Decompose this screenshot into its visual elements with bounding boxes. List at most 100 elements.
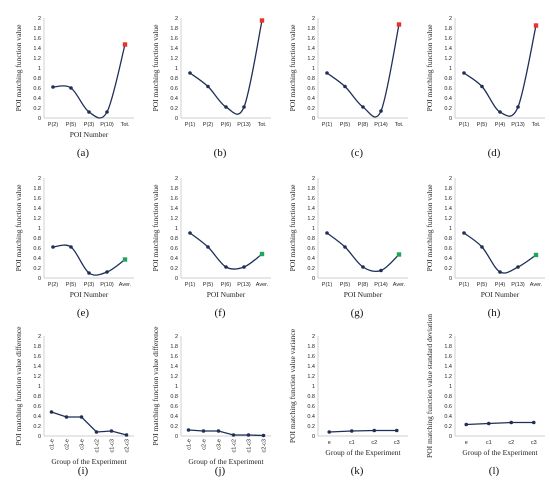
- panel-label: (f): [215, 307, 226, 319]
- x-tick-label: P(1): [322, 282, 333, 288]
- chart-panel: 0 0.2 0.4 0.6 0.8 1 1.2 1.4 1.6 1.8 2 POI matching …: [151, 326, 271, 477]
- y-tick-label: 1.8: [33, 26, 41, 32]
- data-point: [372, 428, 377, 433]
- y-axis-title: POI matching function value: [425, 184, 434, 272]
- y-tick-label: 0.2: [307, 106, 315, 112]
- y-tick-label: 2: [312, 334, 315, 340]
- data-point: [224, 105, 228, 109]
- y-tick-label: 1.6: [444, 36, 452, 42]
- y-tick-label: 1: [175, 384, 178, 390]
- y-tick-label: 1.4: [444, 206, 452, 212]
- y-tick-label: 1.6: [170, 36, 178, 42]
- data-point: [531, 420, 536, 425]
- chart-panel: 0 0.2 0.4 0.6 0.8 1 1.2 1.4 1.6 1.8 2 POI matching …: [288, 16, 408, 159]
- y-tick-label: 0.2: [33, 424, 41, 430]
- data-point: [109, 429, 114, 433]
- series-line: [463, 232, 537, 274]
- y-tick-label: 0.8: [307, 236, 315, 242]
- highlight-point: [259, 251, 265, 257]
- series-line: [326, 24, 400, 118]
- highlight-point: [122, 257, 128, 262]
- y-tick-label: 0.4: [307, 96, 315, 102]
- data-point: [516, 105, 520, 109]
- y-tick-label: 2: [175, 334, 178, 340]
- series-line: [51, 411, 127, 436]
- y-tick-label: 1.2: [170, 56, 178, 62]
- y-tick-label: 0.2: [444, 424, 452, 430]
- y-tick-label: 1.2: [170, 374, 178, 380]
- data-point: [516, 265, 520, 269]
- y-tick-label: 1.6: [307, 354, 315, 360]
- x-tick-label: c3: [531, 440, 537, 446]
- y-tick-label: 1.6: [307, 196, 315, 202]
- y-tick-label: 1.2: [307, 374, 315, 380]
- data-point: [498, 270, 502, 274]
- chart-panel: 0 0.2 0.4 0.6 0.8 1 1.2 1.4 1.6 1.8 2 POI matching …: [425, 314, 545, 477]
- x-tick-label: P(13): [237, 122, 251, 128]
- y-tick-label: 1.6: [444, 196, 452, 202]
- data-point: [216, 429, 221, 433]
- data-point: [462, 231, 466, 235]
- highlight-point: [122, 42, 128, 47]
- data-point: [325, 231, 329, 235]
- data-point: [343, 84, 347, 89]
- x-tick-label: c3-e: [217, 439, 223, 450]
- y-tick-label: 1.4: [307, 206, 315, 212]
- panel-label: (g): [351, 307, 364, 319]
- y-tick-label: 0.6: [170, 246, 178, 252]
- panel-label: (h): [488, 307, 501, 319]
- y-tick-label: 2: [312, 16, 315, 22]
- panel-label: (c): [351, 147, 364, 159]
- y-tick-label: 0.4: [170, 96, 178, 102]
- data-point: [509, 420, 514, 425]
- y-tick-label: 1.6: [307, 36, 315, 42]
- x-tick-label: P(3): [84, 122, 95, 128]
- x-tick-label: Tot.: [532, 122, 541, 128]
- x-tick-label: P(13): [511, 122, 525, 128]
- x-axis-title: Group of the Experiment: [188, 457, 264, 466]
- y-tick-label: 0.6: [444, 404, 452, 410]
- y-tick-label: 0.8: [444, 76, 452, 82]
- x-tick-label: P(13): [237, 282, 251, 288]
- data-point: [464, 422, 469, 427]
- chart-panel: 0 0.2 0.4 0.6 0.8 1 1.2 1.4 1.6 1.8 2 POI matching …: [14, 176, 134, 319]
- x-axis-title: POI Number: [481, 290, 520, 299]
- data-point: [480, 245, 484, 249]
- y-tick-label: 2: [449, 334, 452, 340]
- y-tick-label: 0.8: [170, 76, 178, 82]
- panel-label: (d): [488, 147, 501, 159]
- x-tick-label: P(4): [495, 282, 506, 288]
- y-axis-title: POI matching function value: [425, 24, 434, 112]
- y-tick-label: 1.2: [444, 374, 452, 380]
- x-tick-label: c3: [394, 440, 400, 446]
- data-point: [69, 86, 73, 90]
- y-tick-label: 1.2: [33, 56, 41, 62]
- y-tick-label: 0: [312, 276, 315, 282]
- y-tick-label: 0.4: [33, 96, 41, 102]
- chart-panel: 0 0.2 0.4 0.6 0.8 1 1.2 1.4 1.6 1.8 2 POI matching …: [425, 176, 545, 319]
- y-tick-label: 0.4: [33, 414, 41, 420]
- x-tick-label: P(5): [66, 282, 77, 288]
- x-tick-label: P(5): [340, 122, 351, 128]
- y-tick-label: 1.4: [307, 46, 315, 52]
- y-tick-label: 0.8: [170, 236, 178, 242]
- y-tick-label: 1.6: [33, 36, 41, 42]
- y-tick-label: 1.4: [444, 46, 452, 52]
- data-point: [206, 84, 210, 89]
- y-tick-label: 0.2: [170, 266, 178, 272]
- y-tick-label: 0.8: [444, 394, 452, 400]
- y-tick-label: 1: [175, 66, 178, 72]
- panel-label: (e): [77, 307, 90, 319]
- x-axis-title: Group of the Experiment: [325, 448, 401, 457]
- x-tick-label: P(2): [48, 282, 59, 288]
- y-tick-label: 0.6: [170, 86, 178, 92]
- chart-panel: 0 0.2 0.4 0.6 0.8 1 1.2 1.4 1.6 1.8 2 POI matching …: [288, 328, 408, 477]
- highlight-point: [533, 23, 539, 28]
- y-tick-label: 0: [38, 116, 41, 122]
- x-tick-label: c1-c2: [95, 439, 101, 452]
- data-point: [79, 415, 84, 419]
- y-tick-label: 1: [449, 226, 452, 232]
- y-axis-title: POI matching function value: [288, 184, 297, 272]
- x-tick-label: c2-c3: [262, 439, 268, 452]
